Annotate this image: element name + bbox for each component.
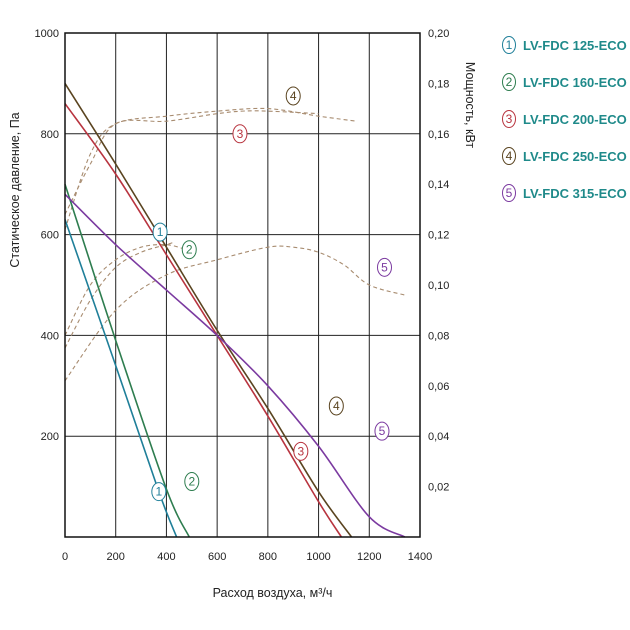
plot-frame <box>64 32 421 538</box>
y2-tick-label: 0,20 <box>428 28 449 40</box>
pressure-curves <box>64 82 406 538</box>
legend-marker-number: 2 <box>506 75 513 89</box>
curve-label-number: 2 <box>188 475 195 489</box>
legend: 1 LV-FDC 125-ECO 2 LV-FDC 160-ECO 3 LV-FDC 20… <box>502 36 627 202</box>
y2-tick-label: 0,16 <box>428 129 449 141</box>
curve-label-circle <box>181 240 197 260</box>
pressure-line-1 <box>64 219 178 538</box>
x-tick-label: 200 <box>107 551 125 563</box>
curve-label-circle <box>377 257 392 277</box>
x-tick-label: 1400 <box>408 551 432 563</box>
y2-tick-label: 0,18 <box>428 78 449 90</box>
pressure-line-5 <box>64 193 406 538</box>
legend-entry: LV-FDC 250-ECO <box>523 149 627 164</box>
legend-marker <box>502 184 516 202</box>
power-curves <box>64 107 405 382</box>
x-axis-label: Расход воздуха, м³/ч <box>213 586 333 600</box>
x-tick-label: 0 <box>62 551 68 563</box>
y-tick-label: 400 <box>41 330 59 342</box>
x-tick-label: 1200 <box>357 551 381 563</box>
legend-marker-number: 1 <box>506 38 513 52</box>
y2-tick-label: 0,10 <box>428 280 449 292</box>
curve-label-number: 4 <box>333 399 340 413</box>
y-tick-label: 800 <box>41 129 59 141</box>
curve-label-number: 2 <box>186 243 193 257</box>
legend-entry: LV-FDC 200-ECO <box>523 112 627 127</box>
legend-marker <box>502 147 516 165</box>
power-line-3 <box>64 110 319 215</box>
y2-tick-label: 0,12 <box>428 230 449 242</box>
curve-label-number: 1 <box>157 225 164 239</box>
curve-label-circle <box>328 396 344 416</box>
legend-entry: LV-FDC 160-ECO <box>523 75 627 90</box>
x-tick-label: 600 <box>208 551 226 563</box>
x-tick-label: 400 <box>157 551 175 563</box>
legend-marker-number: 3 <box>506 112 513 126</box>
y2-ticks: 0,02 0,04 0,06 0,08 0,10 0,12 0,14 0,16 0,18 0,20 <box>428 28 449 494</box>
pressure-line-2 <box>64 183 190 538</box>
y2-tick-label: 0,02 <box>428 482 449 494</box>
x-tick-label: 800 <box>259 551 277 563</box>
legend-entry: LV-FDC 315-ECO <box>523 186 627 201</box>
y2-axis-label: Мощность, кВт <box>463 62 477 148</box>
legend-marker <box>502 110 516 128</box>
curve-label-number: 5 <box>379 424 386 438</box>
legend-marker <box>502 73 516 91</box>
y-tick-label: 1000 <box>35 28 59 40</box>
y-tick-label: 200 <box>41 431 59 443</box>
curve-label-circle <box>232 124 248 144</box>
legend-marker-number: 5 <box>506 186 513 200</box>
power-line-5 <box>64 245 405 382</box>
y-tick-label: 600 <box>41 230 59 242</box>
curve-label-circle <box>374 421 390 441</box>
x-ticks: 0 200 400 600 800 1000 1200 1400 <box>62 551 432 563</box>
y-ticks: 200 400 600 800 1000 <box>35 28 59 443</box>
curve-labels: 1 2 3 4 5 1 2 3 4 5 <box>151 86 392 502</box>
curve-label-circle <box>293 441 309 461</box>
x-tick-label: 1000 <box>306 551 330 563</box>
y2-tick-label: 0,08 <box>428 330 449 342</box>
legend-marker-number: 4 <box>506 149 513 163</box>
curve-label-circle <box>152 222 168 242</box>
curve-label-circle <box>285 86 301 106</box>
curve-label-number: 1 <box>155 485 162 499</box>
power-line-4 <box>64 107 357 230</box>
curve-label-circle <box>184 472 200 492</box>
curve-label-number: 4 <box>290 89 297 103</box>
power-line-2 <box>64 243 187 336</box>
curve-label-number: 3 <box>237 127 244 141</box>
legend-marker <box>502 36 516 54</box>
pressure-line-4 <box>64 82 353 538</box>
curve-label-number: 5 <box>381 260 388 274</box>
legend-entry: LV-FDC 125-ECO <box>523 38 627 53</box>
y-axis-label: Статическое давление, Па <box>8 112 22 267</box>
y2-tick-label: 0,06 <box>428 381 449 393</box>
curve-label-number: 3 <box>297 444 304 458</box>
y2-tick-label: 0,04 <box>428 431 449 443</box>
curve-label-circle <box>151 482 167 502</box>
y2-tick-label: 0,14 <box>428 179 449 191</box>
power-line-1 <box>64 241 175 349</box>
